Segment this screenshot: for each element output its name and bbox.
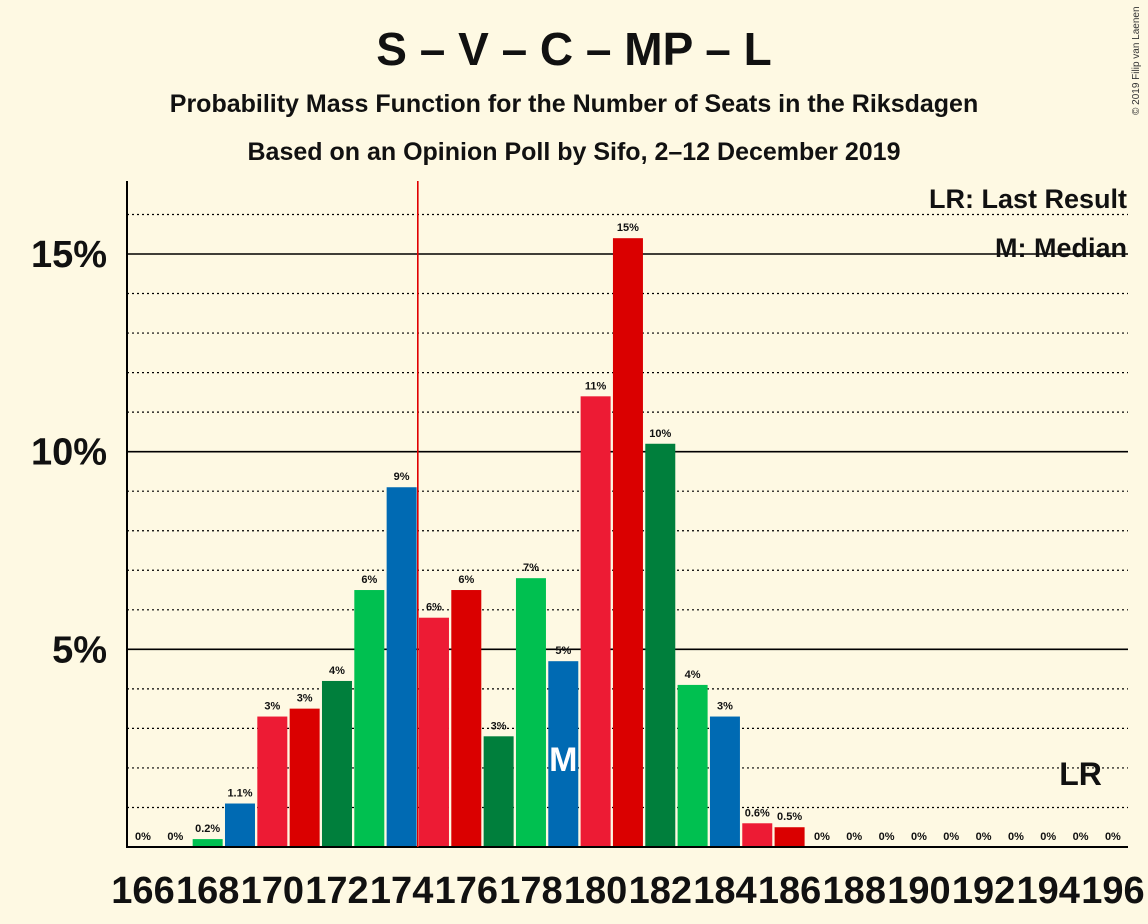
x-tick-label: 170 — [241, 870, 304, 912]
bar-seat-186 — [774, 827, 805, 847]
value-label: 6% — [426, 602, 442, 614]
legend-median: M: Median — [995, 233, 1127, 263]
x-tick-label: 188 — [823, 870, 886, 912]
bar-seat-185 — [742, 823, 773, 847]
value-label: 0% — [1040, 831, 1056, 843]
value-label: 0% — [167, 831, 183, 843]
value-label: 0% — [1073, 831, 1089, 843]
value-label: 0% — [911, 831, 927, 843]
x-tick-label: 176 — [435, 870, 498, 912]
bar-seat-168 — [192, 839, 223, 847]
value-label: 3% — [297, 693, 313, 705]
bar-seat-182 — [645, 443, 676, 847]
bar-seat-180 — [580, 396, 611, 847]
value-label: 3% — [717, 701, 733, 713]
x-tick-label: 180 — [564, 870, 627, 912]
value-label: 3% — [264, 701, 280, 713]
bar-seat-169 — [224, 803, 255, 847]
x-tick-label: 196 — [1081, 870, 1144, 912]
y-tick-label: 15% — [31, 234, 107, 276]
value-label: 6% — [361, 574, 377, 586]
chart-subtitle-1: Probability Mass Function for the Number… — [169, 90, 979, 118]
value-label: 3% — [491, 720, 507, 732]
x-tick-label: 172 — [305, 870, 368, 912]
x-tick-label: 190 — [887, 870, 950, 912]
bar-seat-172 — [321, 680, 352, 847]
median-marker: M — [549, 741, 577, 779]
value-label: 10% — [649, 428, 671, 440]
x-tick-label: 184 — [693, 870, 756, 912]
bar-seat-183 — [677, 684, 708, 847]
value-label: 0% — [1105, 831, 1121, 843]
value-label: 0% — [846, 831, 862, 843]
x-tick-label: 182 — [629, 870, 692, 912]
value-label: 7% — [523, 562, 539, 574]
bar-seat-174 — [386, 487, 417, 847]
bar-seat-179 — [548, 661, 579, 847]
bar-seat-184 — [709, 716, 740, 847]
value-label: 15% — [617, 222, 639, 234]
axes: 5%10%15%166 168 170 172 174 176 178 180 182 184 18… — [31, 181, 1145, 912]
bar-seat-175 — [418, 617, 449, 847]
bar-seat-177 — [483, 736, 514, 847]
legend-last-result: LR: Last Result — [929, 184, 1127, 214]
value-label: 9% — [394, 471, 410, 483]
bar-seat-181 — [612, 238, 643, 848]
x-tick-label: 178 — [499, 870, 562, 912]
x-tick-label: 194 — [1017, 870, 1080, 912]
value-label: 1.1% — [227, 788, 252, 800]
bar-seat-170 — [257, 716, 288, 847]
value-label: 11% — [585, 380, 607, 392]
last-result-marker: LR — [1059, 756, 1102, 792]
x-tick-label: 174 — [370, 870, 433, 912]
value-label: 0.5% — [777, 811, 802, 823]
bar-seat-176 — [451, 590, 482, 847]
bars — [192, 238, 805, 848]
value-label: 0% — [1008, 831, 1024, 843]
bar-seat-171 — [289, 708, 320, 847]
value-label: 0.2% — [195, 823, 220, 835]
value-label: 0% — [879, 831, 895, 843]
value-label: 4% — [685, 669, 701, 681]
y-tick-label: 5% — [52, 629, 107, 671]
value-label: 0% — [943, 831, 959, 843]
x-tick-label: 166 — [111, 870, 174, 912]
value-label: 6% — [458, 574, 474, 586]
chart-subtitle-2: Based on an Opinion Poll by Sifo, 2–12 D… — [247, 138, 901, 166]
chart-title: S – V – C – MP – L — [376, 23, 772, 75]
value-label: 0% — [976, 831, 992, 843]
value-label: 0.6% — [745, 807, 770, 819]
value-labels: 0% 0% 0.2% 1.1% 3% 3% 4% 6% 9% 6% 6% 3% 7% 5% 11% 15% 10… — [135, 222, 1121, 843]
bar-seat-173 — [354, 590, 385, 847]
bar-seat-178 — [515, 578, 546, 847]
overlay: M LR LR: Last Result M: Median — [417, 181, 1127, 847]
value-label: 0% — [135, 831, 151, 843]
value-label: 4% — [329, 665, 345, 677]
x-tick-label: 186 — [758, 870, 821, 912]
value-label: 0% — [814, 831, 830, 843]
x-tick-label: 192 — [952, 870, 1015, 912]
y-tick-label: 10% — [31, 432, 107, 474]
value-label: 5% — [555, 645, 571, 657]
x-tick-label: 168 — [176, 870, 239, 912]
